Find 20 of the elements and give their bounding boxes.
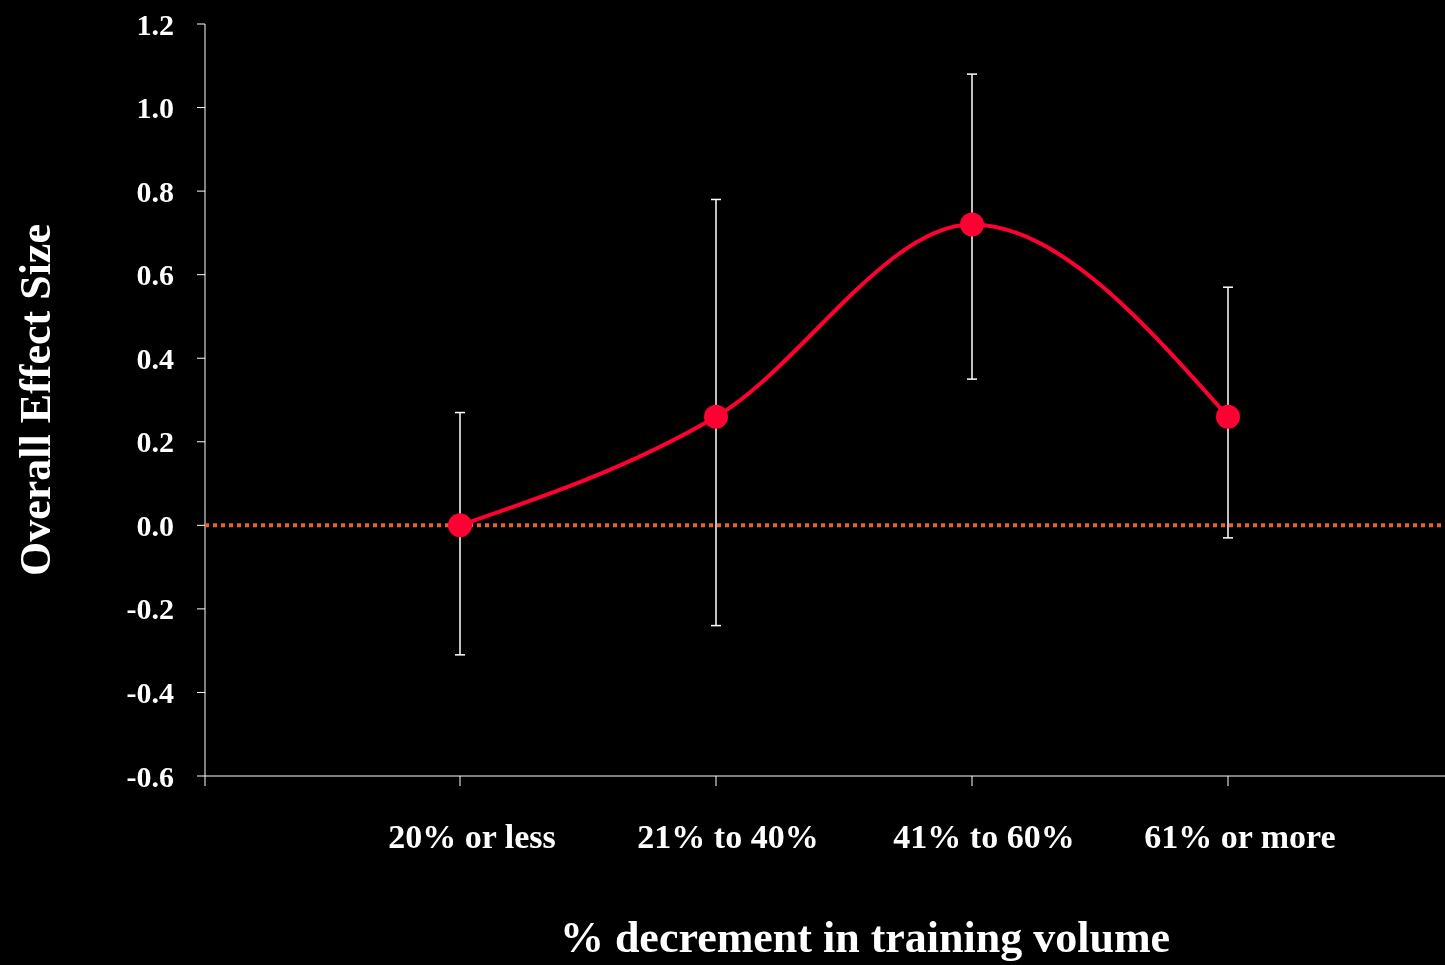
y-tick-label: 1.2 [136,7,174,41]
y-tick-label: 0.6 [136,258,174,292]
y-axis-title: Overall Effect Size [11,224,60,576]
point [1216,404,1240,429]
x-axis-title: % decrement in training volume [559,913,1171,962]
x-tick-label: 21% to 40% [637,818,819,855]
y-tick-label: -0.6 [126,759,174,793]
point [960,212,984,237]
x-tick-label: 20% or less [388,818,556,855]
x-tick-label: 61% or more [1144,818,1336,855]
y-tick-label: 1.0 [136,91,174,125]
y-tick-label: 0.4 [136,341,174,375]
y-tick-label: -0.4 [126,675,174,709]
y-tick-label: 0.2 [136,425,174,459]
x-tick-label: 41% to 60% [893,818,1075,855]
point [704,404,728,429]
y-tick-label: -0.2 [126,592,174,626]
y-tick-label: 0.0 [136,508,174,542]
y-tick-label: 0.8 [136,174,174,208]
point [448,513,472,538]
